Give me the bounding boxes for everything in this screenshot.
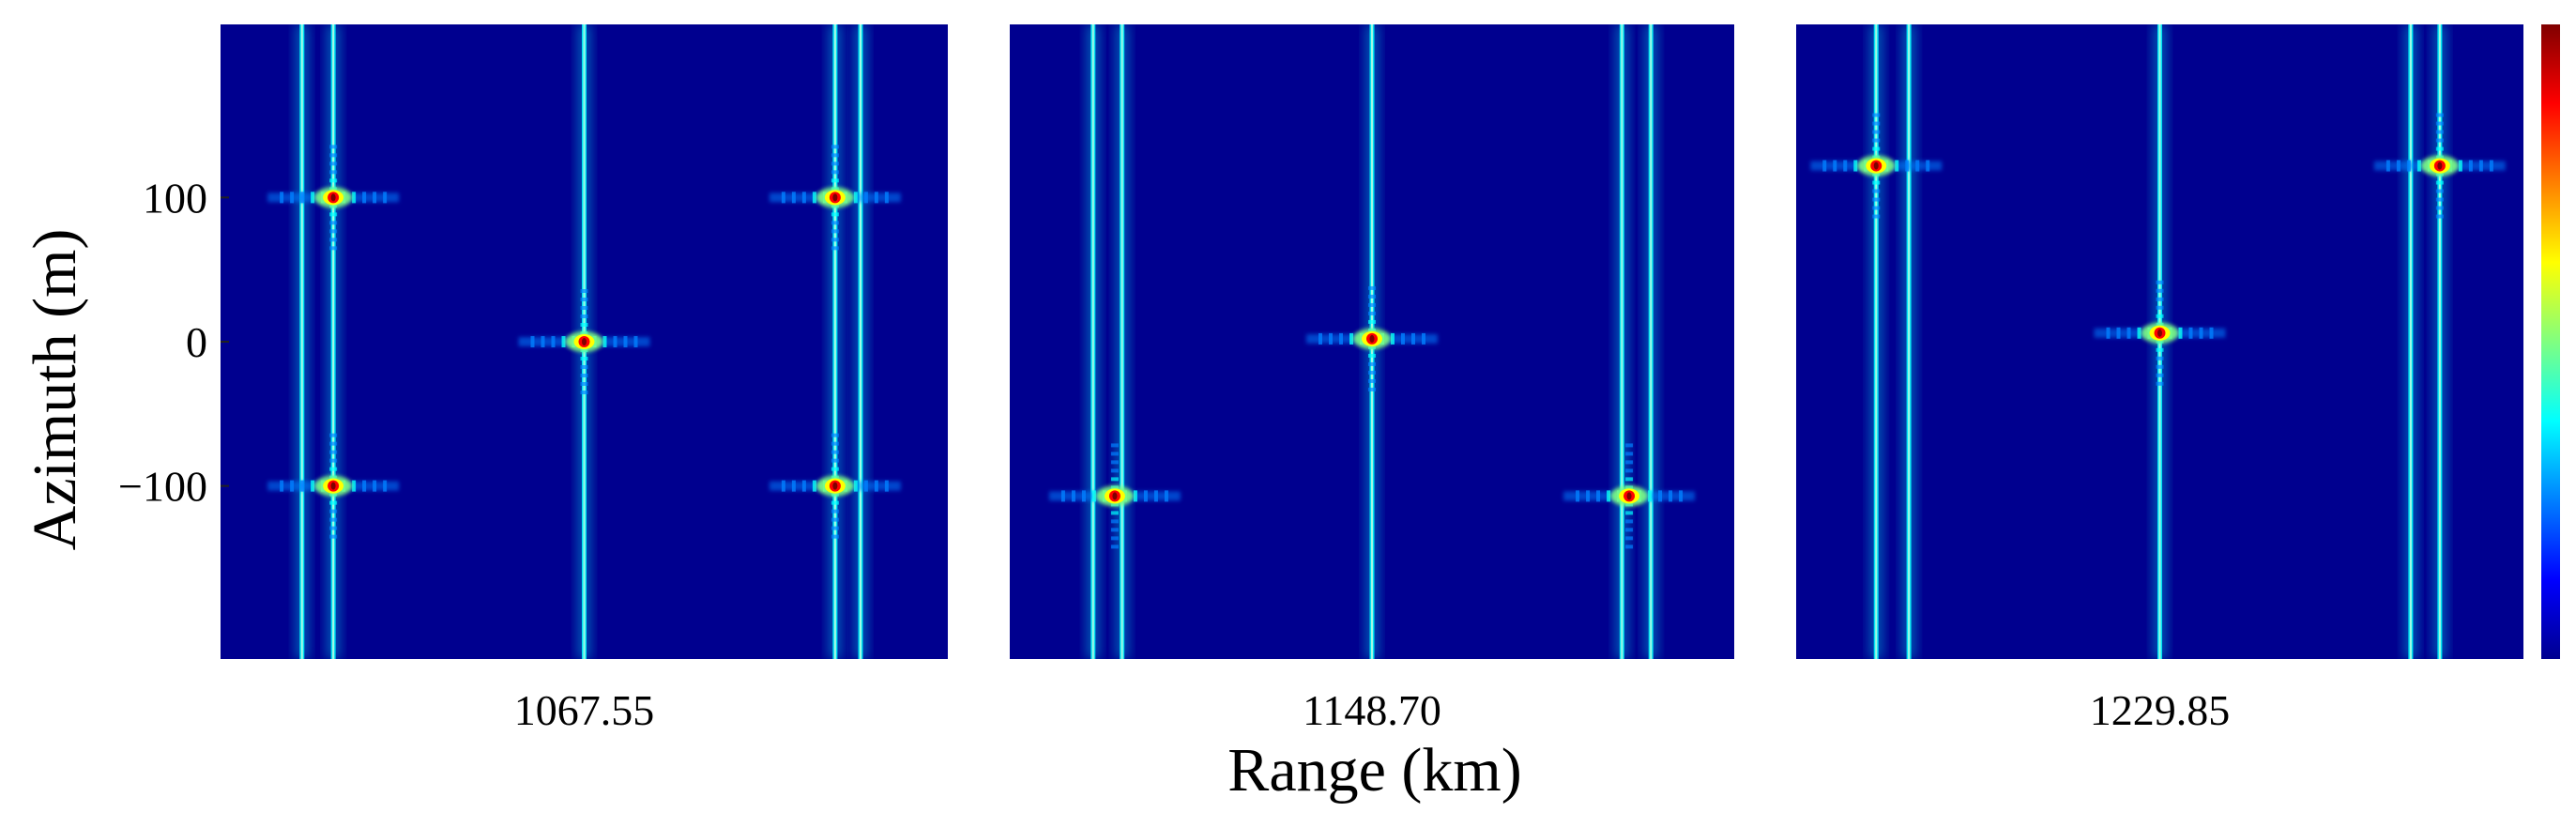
- stripe-4: [2403, 24, 2417, 659]
- point-target-2: [2094, 280, 2226, 386]
- point-target-1: [1810, 113, 1943, 219]
- point-target-3: [1563, 443, 1696, 549]
- panel-3: 1229.85: [1796, 24, 2523, 734]
- stripe-5: [854, 24, 867, 659]
- point-target-1: [1048, 443, 1181, 549]
- point-target-2: [518, 289, 650, 394]
- point-target-3: [2373, 113, 2506, 219]
- stripe-1: [1086, 24, 1100, 659]
- stripe-1: [1869, 24, 1883, 659]
- point-target-1: [267, 145, 400, 251]
- panel-range-label: 1229.85: [2090, 686, 2231, 734]
- colorbar-gradient: [2541, 24, 2560, 659]
- y-tick-label: 100: [143, 174, 207, 222]
- y-tick-label: 0: [186, 318, 207, 366]
- panel-range-label: 1148.70: [1303, 686, 1441, 734]
- stripe-2: [1115, 24, 1129, 659]
- stripe-4: [828, 24, 842, 659]
- panel-content: [267, 24, 901, 659]
- panel-range-label: 1067.55: [514, 686, 655, 734]
- y-ticks: 100 0 −100: [118, 174, 229, 511]
- stripe-5: [1644, 24, 1658, 659]
- y-axis-label: Azimuth (m): [21, 229, 89, 551]
- panel-content: [1810, 24, 2506, 659]
- y-tick-label: −100: [118, 463, 207, 511]
- panels-group: 1067.55 1148.70 1229.85: [221, 24, 2523, 734]
- colorbar: [2541, 24, 2560, 659]
- point-target-2: [1306, 285, 1438, 391]
- point-target-4: [267, 433, 400, 539]
- panel-content: [1048, 24, 1696, 659]
- point-target-5: [769, 433, 901, 539]
- stripe-1: [295, 24, 309, 659]
- stripe-4: [1615, 24, 1629, 659]
- panel-2: 1148.70: [1010, 24, 1734, 734]
- stripe-2: [1902, 24, 1916, 659]
- point-target-3: [769, 145, 901, 251]
- stripe-2: [327, 24, 341, 659]
- stripe-5: [2432, 24, 2446, 659]
- x-axis-label: Range (km): [1227, 736, 1521, 805]
- panel-1: 1067.55: [221, 24, 948, 734]
